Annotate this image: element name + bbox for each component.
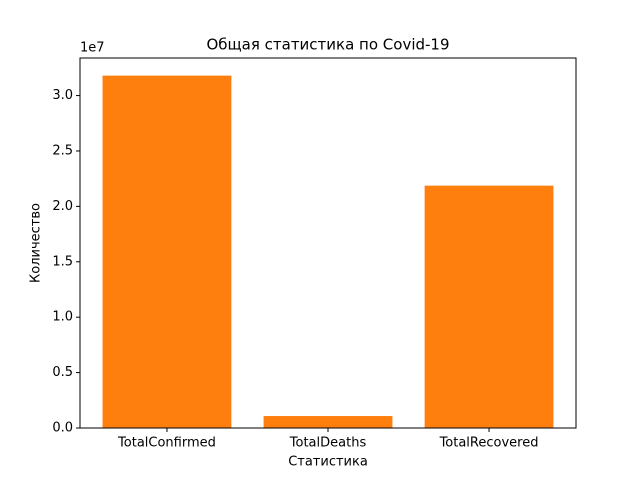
y-tick-label: 1.5 [52,254,73,269]
bar [424,185,554,428]
chart-title: Общая статистика по Covid-19 [206,36,449,54]
y-offset-label: 1e7 [80,41,105,56]
y-tick-label: 0.0 [52,421,73,436]
x-axis-label: Статистика [288,455,368,470]
y-tick-label: 2.5 [52,143,73,158]
x-tick-label: TotalConfirmed [117,436,216,451]
y-tick-label: 1.0 [52,310,73,325]
x-tick-label: TotalDeaths [289,436,367,451]
bar [263,416,393,428]
bar [102,75,232,428]
plot-frame [79,57,577,429]
y-axis-label: Количество [29,203,44,283]
x-tick-label: TotalRecovered [439,436,539,451]
y-tick-label: 0.5 [52,365,73,380]
y-tick-label: 3.0 [52,88,73,103]
y-tick-label: 2.0 [52,199,73,214]
